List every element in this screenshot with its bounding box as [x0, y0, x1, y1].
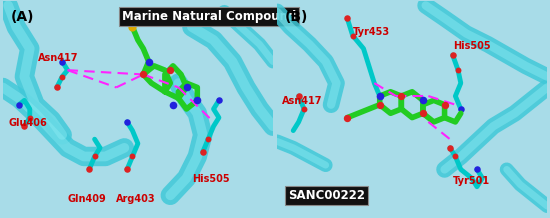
- Point: [14, 103, 23, 106]
- Text: His505: His505: [192, 174, 229, 184]
- Point: [375, 94, 384, 98]
- Point: [419, 99, 427, 102]
- Point: [166, 68, 175, 72]
- Point: [199, 150, 207, 154]
- Text: Marine Natural Compound: Marine Natural Compound: [122, 10, 296, 23]
- Text: SANC00222: SANC00222: [288, 189, 365, 202]
- Text: Tyr501: Tyr501: [453, 176, 490, 186]
- Text: (B): (B): [285, 10, 309, 24]
- Point: [182, 86, 191, 89]
- Text: Arg403: Arg403: [116, 194, 156, 204]
- Point: [454, 68, 463, 72]
- Point: [90, 155, 99, 158]
- Text: His505: His505: [453, 41, 490, 51]
- Point: [214, 99, 223, 102]
- Point: [25, 116, 34, 119]
- Point: [300, 107, 309, 111]
- Point: [451, 155, 460, 158]
- Point: [204, 138, 212, 141]
- Text: (A): (A): [11, 10, 34, 24]
- Point: [123, 168, 131, 171]
- Point: [128, 25, 137, 29]
- Point: [58, 60, 67, 63]
- Point: [348, 34, 357, 37]
- Point: [419, 112, 427, 115]
- Point: [343, 17, 351, 20]
- Point: [440, 103, 449, 106]
- Point: [294, 94, 303, 98]
- Point: [85, 168, 94, 171]
- Point: [343, 116, 351, 119]
- Point: [448, 53, 457, 57]
- Text: Asn417: Asn417: [38, 53, 79, 63]
- Point: [375, 103, 384, 106]
- Text: Asn417: Asn417: [283, 96, 323, 106]
- Point: [193, 99, 202, 102]
- Point: [472, 168, 481, 171]
- Point: [446, 146, 454, 150]
- Point: [169, 103, 178, 106]
- Point: [58, 75, 67, 78]
- Point: [128, 155, 137, 158]
- Text: Glu406: Glu406: [8, 118, 47, 128]
- Text: Tyr453: Tyr453: [353, 27, 390, 37]
- Point: [123, 120, 131, 124]
- Point: [20, 124, 29, 128]
- Point: [375, 94, 384, 98]
- Point: [139, 73, 147, 76]
- Text: Gln409: Gln409: [68, 194, 106, 204]
- Point: [144, 60, 153, 63]
- Point: [456, 107, 465, 111]
- Point: [397, 94, 406, 98]
- Point: [52, 86, 61, 89]
